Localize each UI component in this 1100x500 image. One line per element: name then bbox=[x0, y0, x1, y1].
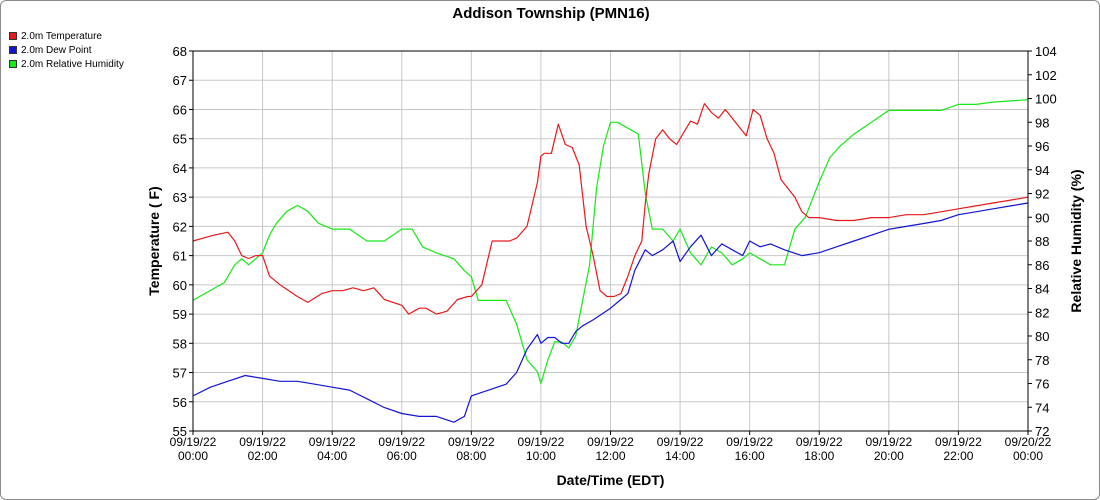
legend-swatch-dew-point bbox=[9, 46, 17, 54]
x-tick-time: 02:00 bbox=[248, 449, 278, 463]
x-tick-date: 09/19/22 bbox=[796, 435, 843, 449]
right-tick-label: 94 bbox=[1035, 163, 1049, 178]
grid bbox=[192, 50, 1029, 432]
left-tick-label: 59 bbox=[173, 307, 187, 322]
x-tick-time: 16:00 bbox=[735, 449, 765, 463]
legend-item-temperature: 2.0m Temperature bbox=[9, 29, 124, 43]
left-tick-label: 67 bbox=[173, 73, 187, 88]
chart-title: Addison Township (PMN16) bbox=[452, 5, 650, 22]
right-tick-label: 96 bbox=[1035, 139, 1049, 154]
right-tick-label: 92 bbox=[1035, 187, 1049, 202]
right-axis-label: Relative Humidity (%) bbox=[1068, 169, 1084, 312]
series-line-2-0m-relative-humidity bbox=[192, 99, 1029, 385]
right-tick-label: 88 bbox=[1035, 234, 1049, 249]
x-tick-date: 09/19/22 bbox=[935, 435, 982, 449]
left-tick-label: 68 bbox=[173, 44, 187, 59]
x-tick-time: 14:00 bbox=[665, 449, 695, 463]
x-tick-date: 09/19/22 bbox=[657, 435, 704, 449]
series-line-2-0m-temperature bbox=[192, 102, 1029, 315]
x-tick-date: 09/19/22 bbox=[378, 435, 425, 449]
right-tick-label: 78 bbox=[1035, 353, 1049, 368]
x-tick-time: 12:00 bbox=[595, 449, 625, 463]
legend-label-dew-point: 2.0m Dew Point bbox=[21, 44, 92, 56]
x-tick-time: 22:00 bbox=[943, 449, 973, 463]
right-tick-label: 86 bbox=[1035, 258, 1049, 273]
legend-item-relative-humidity: 2.0m Relative Humidity bbox=[9, 57, 124, 71]
left-tick-label: 56 bbox=[173, 395, 187, 410]
x-tick-date: 09/19/22 bbox=[448, 435, 495, 449]
x-tick-time: 08:00 bbox=[456, 449, 486, 463]
x-tick-time: 06:00 bbox=[387, 449, 417, 463]
legend-label-temperature: 2.0m Temperature bbox=[21, 30, 102, 42]
series-layer bbox=[192, 99, 1029, 423]
legend-item-dew-point: 2.0m Dew Point bbox=[9, 43, 124, 57]
x-axis-label: Date/Time (EDT) bbox=[557, 472, 665, 488]
left-tick-label: 60 bbox=[173, 278, 187, 293]
x-tick-date: 09/19/22 bbox=[518, 435, 565, 449]
x-tick-time: 00:00 bbox=[1013, 449, 1043, 463]
right-tick-label: 76 bbox=[1035, 377, 1049, 392]
x-tick-date: 09/19/22 bbox=[726, 435, 773, 449]
x-tick-time: 04:00 bbox=[317, 449, 347, 463]
x-tick-date: 09/19/22 bbox=[170, 435, 217, 449]
right-tick-label: 84 bbox=[1035, 282, 1049, 297]
left-tick-label: 61 bbox=[173, 249, 187, 264]
right-tick-label: 102 bbox=[1035, 68, 1057, 83]
left-tick-label: 57 bbox=[173, 366, 187, 381]
x-tick-time: 00:00 bbox=[178, 449, 208, 463]
right-tick-label: 72 bbox=[1035, 424, 1049, 439]
legend-swatch-relative-humidity bbox=[9, 60, 17, 68]
right-tick-label: 80 bbox=[1035, 329, 1049, 344]
right-tick-label: 90 bbox=[1035, 210, 1049, 225]
left-tick-label: 62 bbox=[173, 219, 187, 234]
x-tick-date: 09/19/22 bbox=[239, 435, 286, 449]
left-tick-label: 55 bbox=[173, 424, 187, 439]
legend: 2.0m Temperature 2.0m Dew Point 2.0m Rel… bbox=[9, 29, 124, 71]
right-tick-label: 104 bbox=[1035, 44, 1057, 59]
right-axis-ticks: 72 74 76 78 80 82 84 86 88 90 92 94 96 98 100 102 104 bbox=[1028, 44, 1057, 439]
x-tick-date: 09/19/22 bbox=[309, 435, 356, 449]
left-axis-label: Temperature ( F) bbox=[146, 186, 162, 295]
left-tick-label: 66 bbox=[173, 102, 187, 117]
legend-label-relative-humidity: 2.0m Relative Humidity bbox=[21, 58, 124, 70]
x-tick-time: 18:00 bbox=[804, 449, 834, 463]
legend-swatch-temperature bbox=[9, 32, 17, 40]
x-tick-time: 20:00 bbox=[874, 449, 904, 463]
x-tick-date: 09/20/22 bbox=[1005, 435, 1052, 449]
left-axis-ticks: 55 56 57 58 59 60 61 62 63 64 65 66 67 68 bbox=[173, 44, 193, 439]
left-tick-label: 64 bbox=[173, 161, 187, 176]
left-tick-label: 63 bbox=[173, 190, 187, 205]
series-line-2-0m-dew-point bbox=[192, 202, 1029, 423]
x-axis-ticks: 09/19/2200:0009/19/2202:0009/19/2204:000… bbox=[170, 431, 1052, 463]
left-tick-label: 65 bbox=[173, 132, 187, 147]
left-tick-label: 58 bbox=[173, 336, 187, 351]
right-tick-label: 82 bbox=[1035, 305, 1049, 320]
right-tick-label: 100 bbox=[1035, 92, 1057, 107]
x-tick-time: 10:00 bbox=[526, 449, 556, 463]
x-tick-date: 09/19/22 bbox=[587, 435, 634, 449]
right-tick-label: 74 bbox=[1035, 400, 1049, 415]
right-tick-label: 98 bbox=[1035, 115, 1049, 130]
x-tick-date: 09/19/22 bbox=[865, 435, 912, 449]
